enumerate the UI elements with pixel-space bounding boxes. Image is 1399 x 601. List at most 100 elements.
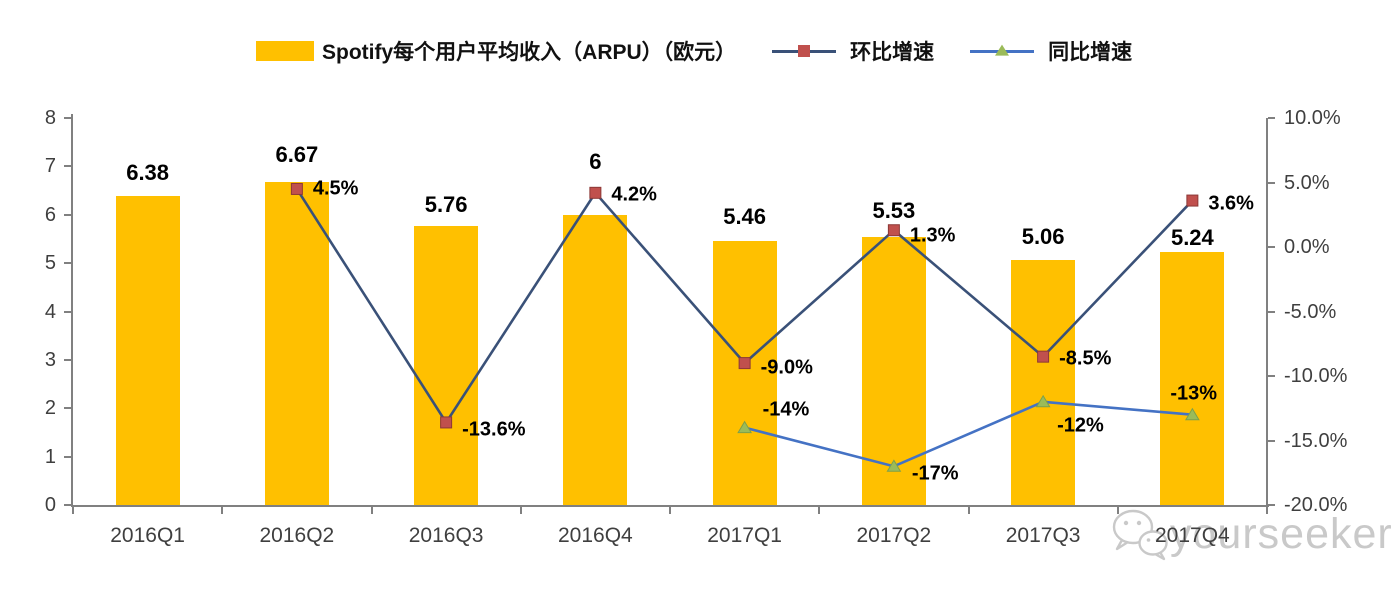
right-axis-tick-label: 5.0% bbox=[1284, 171, 1330, 194]
yoy-line-swatch bbox=[970, 44, 1035, 56]
yoy-marker bbox=[737, 420, 753, 434]
x-axis-tick bbox=[669, 507, 671, 514]
x-tick-label: 2017Q1 bbox=[707, 524, 782, 547]
yoy-point-label: -17% bbox=[911, 462, 959, 485]
yoy-line bbox=[744, 400, 1193, 468]
x-axis-tick bbox=[519, 507, 522, 514]
yoy-triangle-marker-icon bbox=[995, 44, 1010, 56]
qoq-marker bbox=[290, 182, 303, 195]
left-axis-tick bbox=[64, 213, 71, 216]
left-axis-tick bbox=[64, 455, 71, 458]
qoq-point-label: 4.5% bbox=[312, 177, 359, 200]
qoq-point-label: -9.0% bbox=[760, 356, 813, 379]
right-axis-tick bbox=[1268, 117, 1275, 119]
left-axis-tick-label: 3 bbox=[44, 348, 56, 371]
left-axis-tick bbox=[64, 407, 71, 410]
left-axis-tick-label: 7 bbox=[44, 155, 56, 178]
qoq-marker bbox=[887, 224, 900, 237]
left-axis-tick bbox=[64, 504, 71, 506]
legend-item-qoq: 环比增速 bbox=[772, 36, 934, 66]
right-axis-tick-label: 0.0% bbox=[1284, 236, 1330, 258]
x-axis-tick bbox=[370, 507, 373, 514]
arpu-bar-swatch bbox=[256, 41, 314, 61]
x-tick-label: 2016Q1 bbox=[110, 524, 185, 547]
right-axis-tick bbox=[1268, 439, 1275, 442]
right-axis-tick-label: 10.0% bbox=[1284, 107, 1341, 129]
right-axis-tick-label: -15.0% bbox=[1284, 429, 1348, 452]
watermark-text: yourseeker bbox=[1170, 510, 1393, 558]
x-axis-tick bbox=[818, 507, 821, 514]
x-tick-label: 2016Q4 bbox=[558, 524, 633, 547]
qoq-square-marker-icon bbox=[798, 45, 811, 57]
right-axis-tick-label: -5.0% bbox=[1284, 300, 1337, 323]
right-axis-tick bbox=[1268, 246, 1275, 248]
qoq-marker bbox=[589, 186, 602, 199]
x-tick-label: 2016Q3 bbox=[408, 524, 484, 547]
x-tick-label: 2016Q2 bbox=[259, 524, 335, 547]
bar-value-label: 5.76 bbox=[424, 192, 468, 218]
x-axis-tick bbox=[72, 507, 74, 514]
right-axis-tick bbox=[1268, 375, 1275, 377]
x-tick-label: 2017Q2 bbox=[856, 524, 932, 547]
right-axis-tick bbox=[1268, 504, 1275, 506]
bottom-axis-line bbox=[71, 505, 1269, 507]
left-axis-tick bbox=[64, 117, 71, 119]
x-tick-label: 2017Q3 bbox=[1005, 524, 1081, 547]
right-axis-tick bbox=[1268, 310, 1275, 313]
yoy-marker bbox=[1035, 394, 1051, 408]
legend-label-arpu: Spotify每个用户平均收入（ARPU）（欧元） bbox=[322, 41, 737, 64]
legend-item-arpu: Spotify每个用户平均收入（ARPU）（欧元） bbox=[256, 36, 736, 66]
qoq-marker bbox=[1037, 350, 1050, 363]
legend-item-yoy: 同比增速 bbox=[970, 36, 1132, 66]
left-axis-tick-label: 5 bbox=[44, 252, 56, 275]
bar-value-label: 5.06 bbox=[1021, 224, 1065, 250]
qoq-point-label: 4.2% bbox=[611, 183, 657, 206]
qoq-marker bbox=[1186, 194, 1199, 207]
left-axis-tick bbox=[64, 310, 71, 313]
left-axis-tick-label: 1 bbox=[44, 445, 56, 468]
bar bbox=[115, 196, 180, 505]
x-axis-tick bbox=[221, 507, 224, 514]
x-tick-label: 2017Q4 bbox=[1155, 524, 1230, 547]
left-axis-tick-label: 2 bbox=[44, 397, 56, 420]
left-axis-tick bbox=[64, 262, 71, 265]
bar-value-label: 6 bbox=[589, 148, 602, 174]
left-axis-tick-label: 8 bbox=[44, 107, 56, 129]
legend-label-qoq: 环比增速 bbox=[850, 41, 935, 64]
bar-value-label: 6.67 bbox=[275, 142, 319, 168]
left-axis-tick-label: 4 bbox=[44, 300, 56, 323]
left-axis-tick bbox=[64, 165, 71, 168]
left-axis-tick bbox=[64, 358, 71, 361]
right-axis-tick-label: -10.0% bbox=[1284, 365, 1348, 387]
bar bbox=[1160, 251, 1225, 505]
qoq-marker bbox=[440, 416, 453, 429]
qoq-point-label: 3.6% bbox=[1208, 192, 1254, 215]
left-axis-line bbox=[71, 114, 73, 507]
bar bbox=[1011, 260, 1076, 505]
bar-value-label: 6.38 bbox=[126, 160, 170, 186]
bar-value-label: 5.24 bbox=[1170, 224, 1214, 250]
qoq-point-label: -13.6% bbox=[462, 418, 526, 441]
bar bbox=[712, 240, 777, 505]
x-axis-tick bbox=[1266, 507, 1268, 514]
yoy-point-label: -13% bbox=[1170, 382, 1218, 405]
qoq-point-label: 1.3% bbox=[909, 224, 956, 247]
x-axis-tick bbox=[967, 507, 970, 514]
left-axis-tick-label: 0 bbox=[44, 494, 56, 516]
qoq-marker bbox=[738, 357, 751, 370]
bar-value-label: 5.46 bbox=[723, 203, 767, 229]
legend-label-yoy: 同比增速 bbox=[1048, 41, 1133, 64]
bar-value-label: 5.53 bbox=[872, 198, 916, 224]
right-axis-line bbox=[1266, 118, 1268, 507]
bar bbox=[264, 182, 329, 505]
left-axis-tick-label: 6 bbox=[44, 203, 56, 226]
yoy-point-label: -14% bbox=[762, 398, 810, 421]
x-axis-tick bbox=[1116, 507, 1119, 514]
chart-legend: Spotify每个用户平均收入（ARPU）（欧元） 环比增速 同比增速 bbox=[256, 36, 1132, 66]
right-axis-tick-label: -20.0% bbox=[1284, 494, 1348, 516]
wechat-icon bbox=[1112, 509, 1168, 561]
qoq-line-swatch bbox=[772, 45, 837, 57]
right-axis-tick bbox=[1268, 181, 1275, 184]
